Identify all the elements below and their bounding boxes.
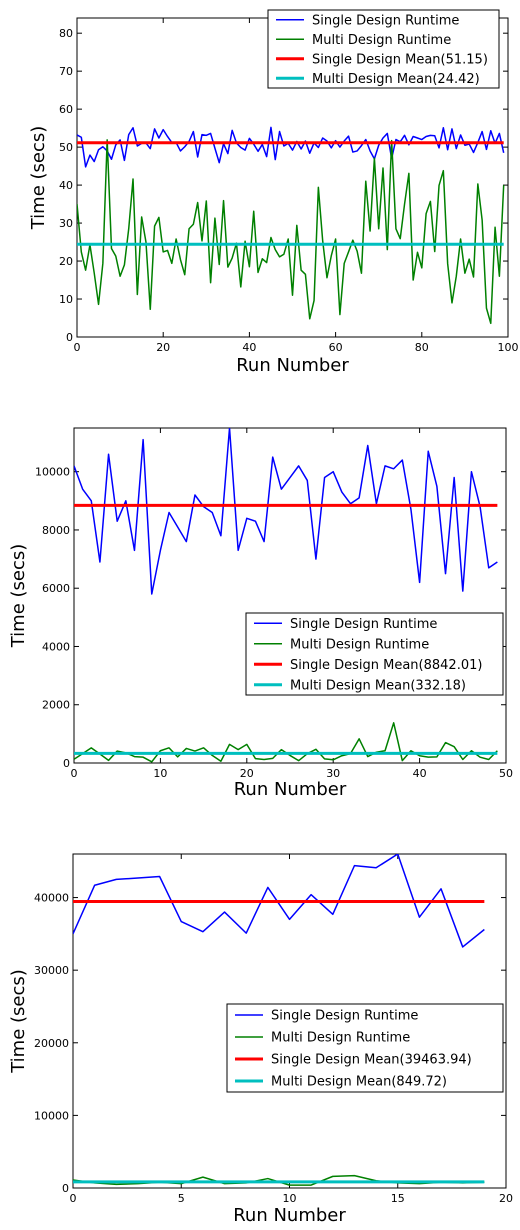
x-tick-label: 30	[326, 767, 340, 780]
series-line	[73, 854, 485, 948]
y-tick-label: 4000	[42, 640, 70, 653]
legend-box	[226, 1003, 504, 1093]
legend-label: Multi Design Runtime	[290, 637, 429, 652]
y-tick-label: 6000	[42, 582, 70, 595]
x-tick-label: 15	[391, 1192, 405, 1205]
y-tick-label: 60	[59, 103, 73, 116]
y-tick-label: 10	[59, 293, 73, 306]
x-tick-label: 0	[70, 1192, 77, 1205]
y-tick-label: 30000	[34, 964, 69, 977]
x-axis-label: Run Number	[234, 779, 347, 800]
legend-label: Single Design Mean(8842.01)	[290, 658, 482, 673]
x-tick-label: 100	[498, 341, 519, 354]
plot-frame	[73, 427, 507, 764]
y-tick-label: 70	[59, 65, 73, 78]
x-tick-label: 0	[71, 767, 78, 780]
series-line	[74, 428, 498, 595]
x-tick-label: 80	[415, 341, 429, 354]
x-tick-label: 0	[74, 341, 81, 354]
legend-box	[267, 9, 500, 89]
series-line	[77, 126, 505, 168]
y-tick-label: 20	[59, 255, 73, 268]
y-axis-label: Time (secs)	[8, 969, 29, 1074]
y-tick-label: 0	[66, 331, 73, 344]
y-tick-label: 0	[63, 757, 70, 770]
legend-label: Multi Design Mean(24.42)	[312, 72, 480, 87]
x-tick-label: 40	[242, 341, 256, 354]
legend-label: Single Design Mean(39463.94)	[271, 1053, 472, 1068]
legend-label: Single Design Mean(51.15)	[312, 52, 488, 67]
chart-1: 0 20 40 60 80 100 0 10 20 30 40 50 60 70 80 Run Number T…	[28, 9, 519, 376]
x-axis-label: Run Number	[236, 355, 349, 376]
y-axis-label: Time (secs)	[8, 544, 29, 649]
series-group	[74, 428, 498, 763]
y-tick-label: 20000	[34, 1037, 69, 1050]
legend-label: Multi Design Runtime	[271, 1031, 410, 1046]
y-tick-label: 8000	[42, 524, 70, 537]
series-group	[77, 126, 505, 325]
x-tick-label: 10	[283, 1192, 297, 1205]
x-tick-label: 60	[329, 341, 343, 354]
legend-box	[245, 612, 504, 696]
y-tick-label: 30	[59, 217, 73, 230]
series-group	[73, 854, 485, 1186]
y-tick-label: 2000	[42, 699, 70, 712]
x-tick-label: 20	[499, 1192, 513, 1205]
y-tick-label: 40000	[34, 892, 69, 905]
y-tick-label: 50	[59, 141, 73, 154]
series-line	[77, 139, 505, 325]
legend-label: Multi Design Mean(849.72)	[271, 1075, 447, 1090]
y-tick-label: 40	[59, 179, 73, 192]
legend-label: Multi Design Mean(332.18)	[290, 678, 466, 693]
x-axis-label: Run Number	[233, 1205, 346, 1226]
x-tick-label: 20	[240, 767, 254, 780]
x-tick-label: 20	[156, 341, 170, 354]
y-tick-label: 80	[59, 27, 73, 40]
x-tick-label: 10	[153, 767, 167, 780]
x-tick-label: 50	[499, 767, 513, 780]
chart-2: 0 10 20 30 40 50 0 2000 4000 6000 8000 10000 Run Num…	[8, 427, 513, 800]
y-axis-label: Time (secs)	[28, 126, 49, 231]
legend-label: Single Design Runtime	[271, 1009, 418, 1024]
series-line	[74, 722, 498, 763]
y-tick-label: 0	[62, 1182, 69, 1195]
y-tick-label: 10000	[34, 1109, 69, 1122]
legend-label: Multi Design Runtime	[312, 33, 451, 48]
x-tick-label: 5	[178, 1192, 185, 1205]
legend-label: Single Design Runtime	[312, 13, 459, 28]
x-tick-label: 40	[413, 767, 427, 780]
y-tick-label: 10000	[35, 466, 70, 479]
legend-label: Single Design Runtime	[290, 617, 437, 632]
chart-3: 0 5 10 15 20 0 10000 20000 30000 40000 Run Number T…	[8, 853, 513, 1226]
